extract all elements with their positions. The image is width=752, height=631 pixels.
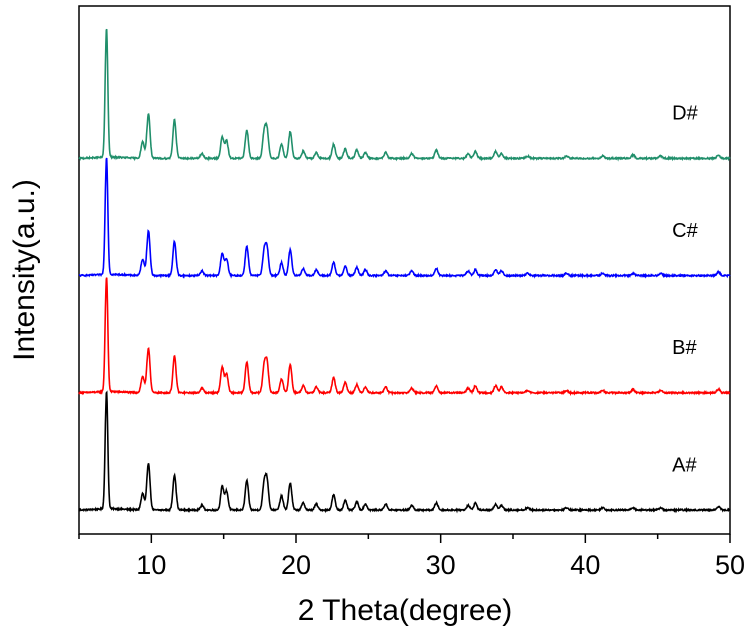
x-tick-label: 40 bbox=[570, 550, 600, 580]
x-tick-label: 20 bbox=[281, 550, 311, 580]
series-line-a bbox=[78, 390, 731, 514]
series-label-b: B# bbox=[672, 337, 697, 359]
series-label-d: D# bbox=[672, 103, 698, 125]
series-lines bbox=[78, 28, 731, 514]
y-axis-title: Intensity(a.u.) bbox=[8, 179, 41, 361]
series-label-a: A# bbox=[672, 454, 697, 476]
x-axis-title: 2 Theta(degree) bbox=[298, 594, 513, 627]
x-tick-label: 10 bbox=[136, 550, 166, 580]
x-axis-ticks: 10 20 30 40 50 bbox=[78, 534, 745, 580]
series-line-c bbox=[78, 157, 731, 279]
series-line-b bbox=[78, 277, 731, 397]
x-tick-label: 50 bbox=[715, 550, 745, 580]
series-label-c: C# bbox=[672, 220, 698, 242]
series-labels: A# B# C# D# bbox=[672, 103, 698, 477]
series-line-d bbox=[78, 28, 731, 162]
x-tick-label: 30 bbox=[426, 550, 456, 580]
plot-frame bbox=[78, 5, 731, 535]
